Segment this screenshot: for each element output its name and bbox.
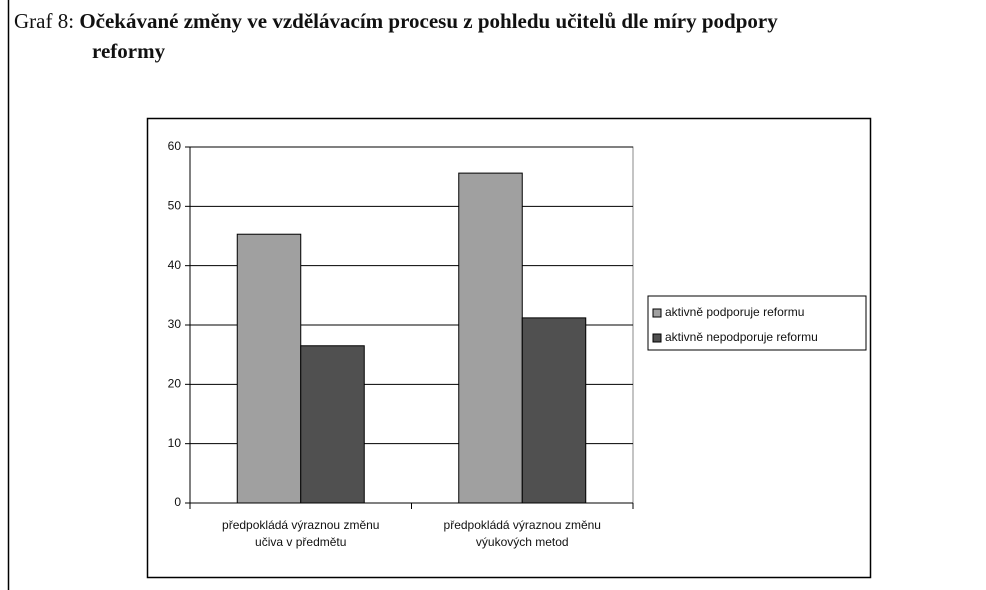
x-tick-label: předpokládá výraznou změnu výukových met…: [443, 518, 601, 549]
chart-title: Očekávané změny ve vzdělávacím procesu z…: [79, 9, 778, 33]
y-tick-label: 40: [168, 258, 182, 272]
y-tick-label: 60: [168, 139, 182, 153]
bar: [521, 317, 587, 504]
legend-label: aktivně podporuje reformu: [665, 305, 804, 319]
y-tick-label: 0: [174, 495, 181, 509]
bar: [458, 172, 523, 504]
y-tick-label: 30: [168, 317, 182, 331]
bar: [300, 345, 365, 504]
y-tick-label: 50: [168, 199, 182, 213]
legend-label: aktivně nepodporuje reformu: [665, 330, 818, 344]
legend-swatch: [652, 333, 662, 343]
caption-label: Graf 8:: [14, 9, 75, 33]
chart-title-line2: reformy: [92, 39, 166, 63]
x-tick-label: předpokládá výraznou změnu učiva v předm…: [222, 518, 380, 549]
legend-swatch: [652, 308, 662, 318]
caption: Graf 8: Očekávané změny ve vzdělávacím p…: [14, 6, 986, 66]
y-tick-label: 10: [168, 436, 182, 450]
legend-box: [647, 295, 867, 351]
chart-frame: [146, 117, 872, 579]
y-tick-label: 20: [168, 377, 182, 391]
bar: [236, 233, 302, 504]
